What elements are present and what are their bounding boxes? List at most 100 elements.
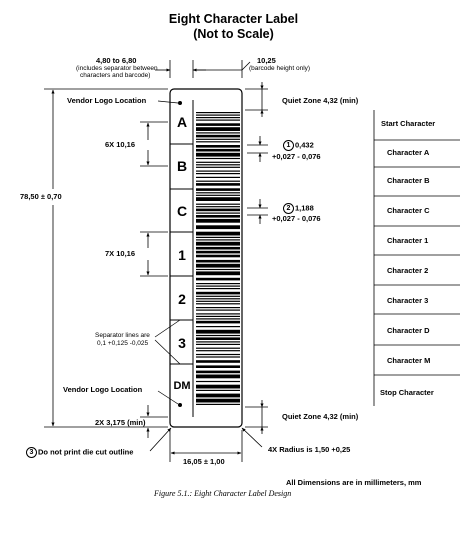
figure-caption: Figure 5.1.: Eight Character Label Desig… [154, 489, 292, 498]
note3-text: Do not print die cut outline [38, 447, 134, 457]
seven-x-label: 7X 10,16 [105, 249, 136, 258]
char-list-3: Character 3 [387, 296, 429, 305]
segment-dividers [170, 143, 193, 365]
total-height-label: 78,50 ± 0,70 [20, 192, 62, 201]
barcode-bar [196, 259, 240, 263]
barcode-bar [196, 180, 240, 182]
barcode-bar [196, 215, 240, 218]
barcode-bar [196, 188, 240, 191]
barcode-bar [196, 334, 240, 337]
barcode-bar [196, 176, 240, 178]
segment-dm: DM [173, 380, 191, 392]
barcode-bar [196, 268, 240, 271]
total-height-dim [44, 88, 168, 428]
barcode-bar [196, 374, 240, 379]
barcode-bar [196, 212, 240, 214]
barcode-bar [196, 343, 240, 345]
title-line-1: Eight Character Label [168, 12, 299, 26]
barcode-height-dim [193, 60, 251, 78]
separator-note-2: characters and barcode) [80, 72, 151, 79]
barcode-bar [196, 307, 240, 309]
barcode-bar [196, 326, 240, 328]
vendor-logo-dot-bottom [178, 403, 182, 407]
barcode-bar [196, 141, 240, 143]
segment-c: C [176, 203, 188, 219]
barcode-height-label: 10,25 [257, 56, 276, 65]
note1-value-text: 0,432 [295, 140, 314, 150]
barcode-bar [196, 291, 240, 295]
barcode-bar [196, 315, 240, 317]
barcode-bar [196, 250, 240, 254]
barcode-bar [196, 320, 240, 324]
char-list-start: Start Character [381, 119, 436, 128]
barcode-bar [196, 194, 240, 196]
barcode-bar [196, 254, 240, 258]
barcode-bar [196, 183, 240, 186]
barcode-bar [196, 384, 240, 389]
barcode-bar [196, 241, 240, 246]
seven-x-dim [140, 231, 168, 277]
barcode-bar [196, 173, 240, 175]
barcode-bar [196, 271, 240, 276]
barcode-bar [196, 393, 240, 398]
barcode-bar [196, 166, 240, 168]
quiet-zone-bottom-label: Quiet Zone 4,32 (min) [282, 412, 359, 421]
barcode-bar [196, 152, 240, 157]
barcode-bar [196, 263, 240, 268]
segment-2: 2 [178, 291, 186, 307]
two-x-dim [140, 405, 168, 438]
barcode-bar [196, 145, 240, 148]
barcode-bar [196, 114, 240, 116]
char-list-c: Character C [387, 206, 430, 215]
barcode-bar [196, 231, 240, 236]
char-list-m: Character M [387, 356, 431, 365]
note1-dim [247, 136, 268, 162]
quiet-zone-bottom-dim [245, 400, 268, 434]
barcode-bar [196, 218, 240, 223]
barcode-bar [196, 157, 240, 160]
barcode-bar [196, 134, 240, 138]
note2-value-text: 1,188 [295, 203, 314, 213]
note1-circle: 1 [283, 140, 294, 151]
barcode-bar [196, 138, 240, 140]
barcode-bar [196, 148, 240, 152]
barcode-bar [196, 164, 240, 166]
barcode-bar [196, 197, 240, 201]
segment-a: A [176, 114, 188, 130]
vendor-logo-dot-top [178, 101, 182, 105]
note2-circle: 2 [283, 203, 294, 214]
segment-b: B [176, 158, 188, 174]
barcode-height-note: (barcode height only) [249, 65, 311, 72]
char-list-1: Character 1 [387, 236, 429, 245]
note3-label: 3 Do not print die cut outline [26, 447, 133, 458]
barcode-bar [196, 347, 240, 349]
barcode-bar [196, 309, 240, 311]
width-dim [169, 430, 243, 462]
radius-leader [241, 427, 263, 448]
barcode-bar [196, 329, 240, 334]
barcode-bar [196, 192, 240, 194]
die-cut-leader [149, 427, 172, 452]
barcode-bar [196, 123, 240, 126]
note2-tolerance: +0,027 - 0,076 [272, 214, 321, 223]
barcode-bar [196, 341, 240, 343]
barcode-bar [196, 170, 240, 172]
barcode-bar [196, 313, 240, 315]
barcode-bar [196, 236, 240, 238]
barcode-bar [196, 203, 240, 205]
note2-dim [247, 199, 268, 224]
barcode-bar [196, 300, 240, 302]
char-list-b: Character B [387, 176, 430, 185]
vendor-logo-bottom-label: Vendor Logo Location [63, 385, 143, 394]
barcode-bar [196, 350, 240, 352]
barcode-bar [196, 365, 240, 368]
segment-1: 1 [178, 247, 186, 263]
barcode-bar [196, 360, 240, 363]
quiet-zone-top-dim [245, 82, 268, 117]
barcode-bar [196, 356, 240, 358]
separator-width-dim [155, 60, 206, 78]
barcode-bar [196, 283, 240, 285]
barcode-bar [196, 295, 240, 297]
char-list-2: Character 2 [387, 266, 429, 275]
